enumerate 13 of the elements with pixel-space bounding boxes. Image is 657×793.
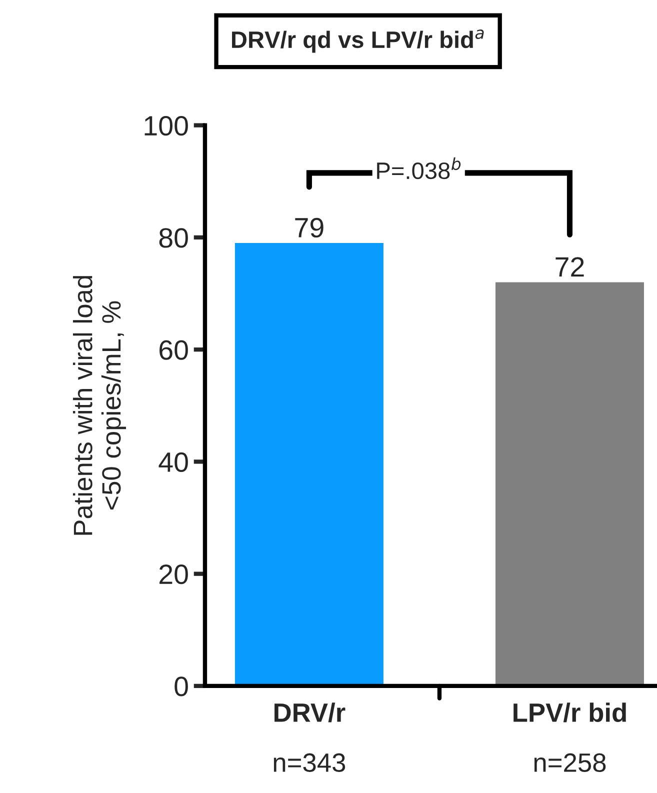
annotation: P=.038$^{b}$ (377, 157, 461, 180)
y-tick-label: 60 (160, 340, 188, 360)
data-label: 79 (295, 218, 324, 238)
y-tick-label: 20 (160, 564, 188, 584)
y-tick-label: 0 (174, 676, 188, 696)
chart-title: DRV/r qd vs LPV/r bid$^{a}$ (232, 30, 484, 53)
y-tick-label: 100 (144, 116, 188, 136)
category-label: DRV/r n=343 (274, 702, 346, 772)
y-axis-title: Patients with viral load <50 copies/mL, % (72, 276, 126, 535)
y-tick-label: 40 (158, 452, 188, 472)
data-label: 72 (556, 257, 584, 277)
y-tick-label: 80 (159, 228, 188, 248)
category-label: LPV/r bid n=258 (514, 702, 626, 772)
